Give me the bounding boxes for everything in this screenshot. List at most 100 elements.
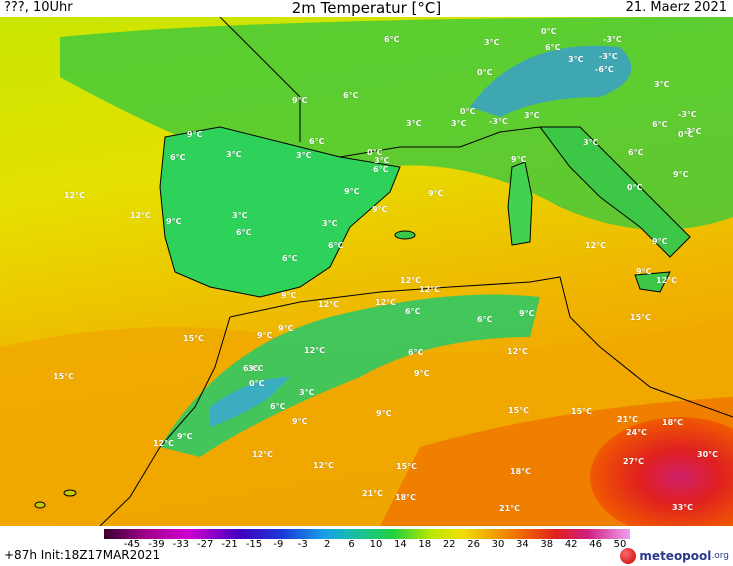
colorbar-tick: 34 [516,539,529,550]
temperature-label: 0°C [367,148,383,157]
temperature-label: 9°C [519,309,535,318]
run-label: ???, 10Uhr [4,0,73,15]
colorbar-tick: -27 [197,539,214,550]
temperature-label: 9°C [414,369,430,378]
colorbar-tick: 22 [442,539,456,550]
temperature-label: 9°C [177,432,193,441]
temperature-label: 6°C [405,307,421,316]
map-layer [0,17,733,526]
temperature-label: 33°C [672,503,694,512]
cold-zone-alps [470,45,632,117]
temperature-label: -3°C [599,52,618,61]
colorbar-tick: -9 [273,539,284,550]
colorbar-tick: -33 [172,539,189,550]
atlas-cold-core [210,377,290,427]
temperature-label: 3°C [654,80,670,89]
temperature-label: 6°C [282,254,298,263]
temperature-label: 6°C [652,120,668,129]
temperature-label: 21°C [362,489,384,498]
map-title: 2m Temperatur [°C] [291,0,442,17]
temperature-label: 3°C [406,119,422,128]
forecast-date: 21. Maerz 2021 [625,0,727,15]
colorbar-tick: 42 [564,539,578,550]
temperature-label: 15°C [571,407,593,416]
temperature-label: 9°C [372,205,388,214]
temperature-label: 0°C [477,68,493,77]
atlantic-coastline [99,316,231,526]
temperature-label: 6°C [545,43,561,52]
temperature-label: 12°C [130,211,152,220]
logo-icon [620,548,637,564]
hot-core [590,417,733,526]
footer: -45 -39 -33 -27 -21 -15 -9 -3 2 6 10 14 18 22 26 30 34 38… [0,526,733,566]
temperature-label: -3°C [489,117,508,126]
colorbar-tick: 46 [589,539,602,550]
balearic-islands [394,230,416,240]
temperature-label: 12°C [375,298,397,307]
temperature-label: 18°C [662,418,684,427]
temperature-label: 6°C [328,241,344,250]
temperature-label: -3°C [603,35,622,44]
colorbar-scale [104,529,630,539]
temperature-label: 21°C [499,504,521,513]
logo-tld: .org [711,551,729,561]
temperature-label: 12°C [419,285,441,294]
temperature-label: 24°C [626,428,648,437]
temperature-label: 9°C [187,130,203,139]
temperature-label: 9°C [281,291,297,300]
temperature-label: 6°C [408,348,424,357]
temperature-label: 15°C [53,372,75,381]
temperature-label: 6°C [236,228,252,237]
temperature-label: 6°C [384,35,400,44]
temperature-label: 9°C [278,324,294,333]
temperature-label: 12°C [656,276,678,285]
colorbar-tick: 30 [491,539,505,550]
temperature-label: 3°C [232,211,248,220]
temperature-label: 12°C [304,346,326,355]
temperature-label: 0°C [541,27,557,36]
temperature-label: 6°C [477,315,493,324]
temperature-label: 6°C [309,137,325,146]
model-init: +87h Init:18Z17MAR2021 [4,548,161,562]
colorbar-tick: 18 [418,539,432,550]
colorbar-tick: -45 [123,539,141,550]
colorbar-tick: -3 [297,539,308,550]
temperature-label: 9°C [636,267,652,276]
temperature-label: 9°C [428,189,444,198]
temperature-label: 9°C [376,409,392,418]
temperature-label: 3°C [226,150,242,159]
italy-landmass [539,126,691,258]
temperature-label: 12°C [585,241,607,250]
temperature-label: 0°C [678,130,694,139]
temperature-label: 3°C [686,127,702,136]
temperature-label: 3°C [322,219,338,228]
temperature-label: 9°C [511,155,527,164]
temperature-label: 6°C [243,364,259,373]
temperature-label: 3°C [568,55,584,64]
temperature-label: 3°C [374,156,390,165]
temperature-label: 3°C [296,151,312,160]
temperature-label: 3°C [524,111,540,120]
temperature-label: 6°C [170,153,186,162]
colorbar-tick: 14 [394,539,407,550]
canary-island [63,489,77,497]
temperature-label: 6°C [270,402,286,411]
temperature-label: 27°C [623,457,645,466]
temperature-label: 0°C [249,379,265,388]
colorbar-tick: 10 [369,539,383,550]
temperature-label: 15°C [508,406,530,415]
europe-coastline [219,17,541,158]
colorbar-tick: 6 [348,539,355,550]
iberia-landmass [159,126,401,298]
colorbar-tick: 38 [540,539,554,550]
temperature-label: 12°C [507,347,529,356]
temperature-label: 30°C [697,450,719,459]
temperature-label: 6°C [628,148,644,157]
temperature-label: 15°C [396,462,418,471]
colorbar-tick: 26 [467,539,480,550]
temperature-label: 9°C [292,96,308,105]
temperature-label: 9°C [652,237,668,246]
temperature-label: 9°C [673,170,689,179]
temperature-label: -6°C [595,65,614,74]
